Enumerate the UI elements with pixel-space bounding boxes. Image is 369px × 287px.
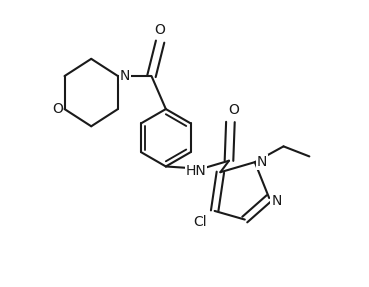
Text: N: N [271,194,282,208]
Text: O: O [228,104,239,117]
Text: O: O [155,23,166,37]
Text: O: O [52,102,63,116]
Text: Cl: Cl [193,216,207,229]
Text: HN: HN [186,164,206,178]
Text: N: N [120,69,130,83]
Text: N: N [257,155,267,169]
